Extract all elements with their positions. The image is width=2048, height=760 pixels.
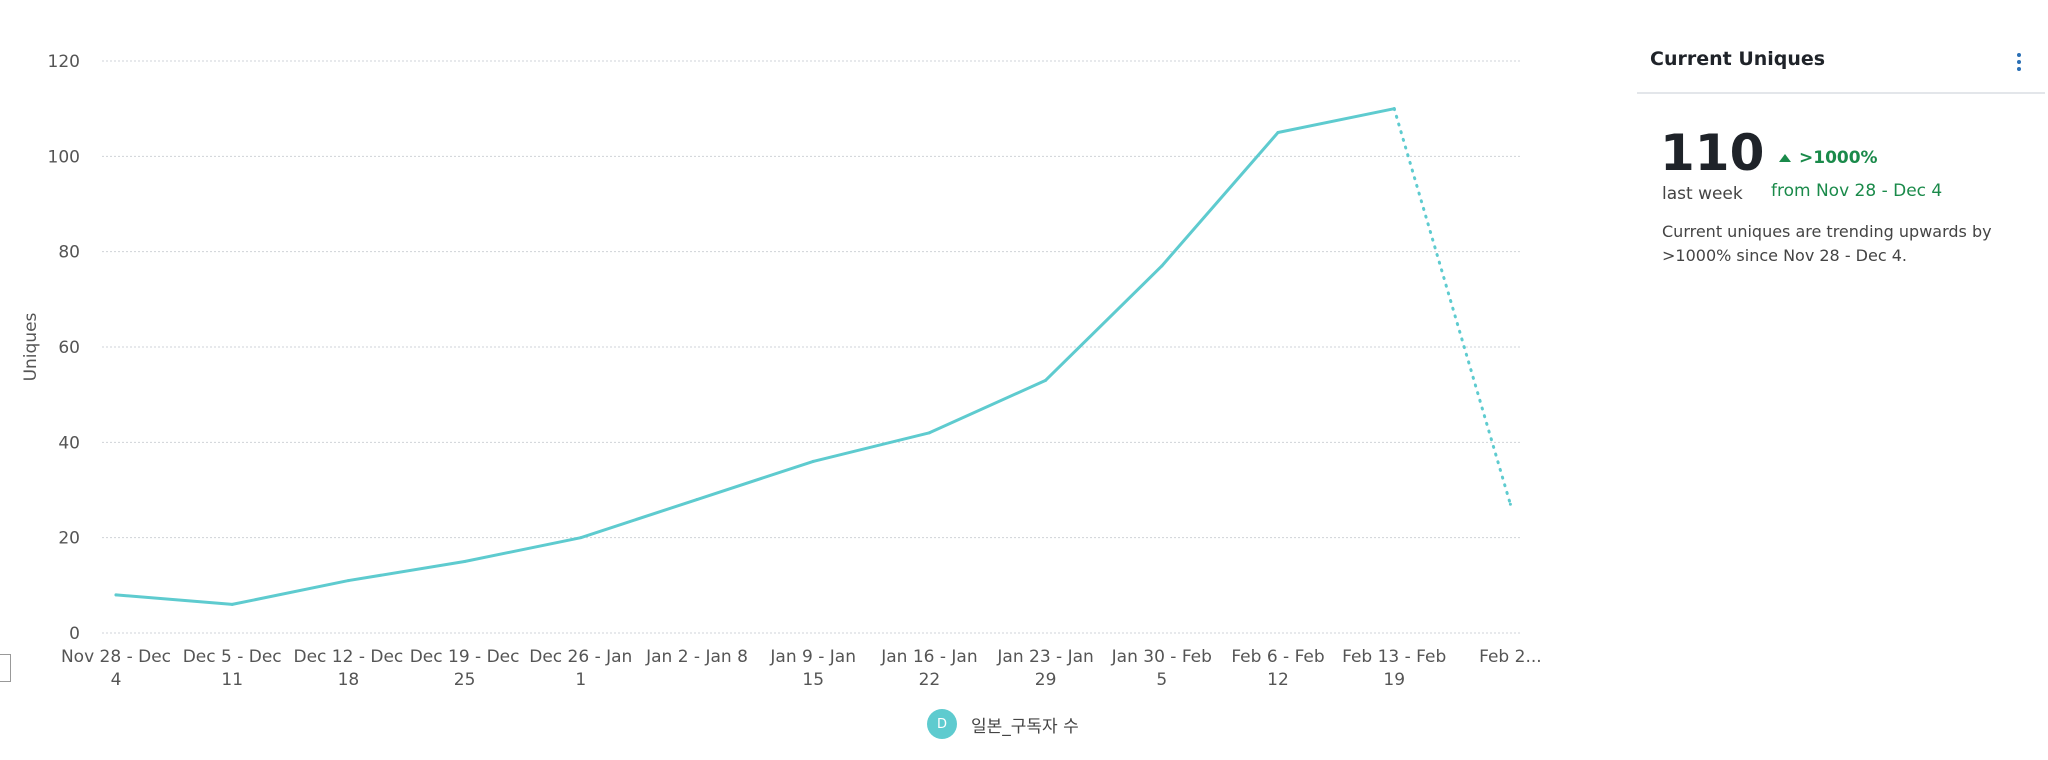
y-tick-label: 120 (48, 52, 80, 72)
data-point (811, 459, 815, 463)
up-arrow-icon (1779, 154, 1791, 162)
line-chart: 0 20 40 60 80 100 120 Uniques Nov 28 - Dec 4 Dec 5… (21, 52, 1542, 690)
value-caption: last week (1662, 184, 1743, 204)
legend-series-label[interactable]: 일본_구독자 수 (971, 716, 1079, 737)
x-tick-label-line2: 19 (1383, 670, 1405, 690)
current-uniques-panel: Current Uniques 110 last week >1000% fro… (1637, 0, 2045, 760)
x-tick-label: Jan 30 - Feb (1111, 647, 1212, 667)
x-tick-label-line2: 22 (919, 670, 941, 690)
y-tick-label: 20 (58, 529, 80, 549)
change-indicator: >1000% (1779, 148, 1878, 168)
chart-svg: 0 20 40 60 80 100 120 Uniques Nov 28 - Dec 4 Dec 5… (21, 52, 1542, 690)
x-tick-label: Feb 13 - Feb (1342, 647, 1446, 667)
data-point (1276, 131, 1280, 134)
x-tick-label: Feb 2... (1479, 647, 1542, 667)
y-tick-label: 100 (48, 147, 80, 167)
x-tick-label-line2: 1 (575, 670, 586, 690)
x-tick-label: Jan 23 - Jan (996, 647, 1093, 667)
change-percent: >1000% (1799, 148, 1878, 168)
data-point (1392, 107, 1396, 111)
x-tick-label: Dec 12 - Dec (294, 647, 404, 667)
x-tick-label: Nov 28 - Dec (61, 647, 171, 667)
data-point (579, 536, 583, 540)
change-comparison-period: from Nov 28 - Dec 4 (1771, 181, 1943, 201)
menu-dot (2017, 67, 2021, 71)
y-tick-label: 40 (58, 433, 80, 453)
x-tick-label-line2: 15 (802, 670, 824, 690)
y-axis-label: Uniques (21, 312, 41, 381)
x-tick-label-line2: 18 (338, 670, 360, 690)
x-tick-label-line2: 29 (1035, 670, 1057, 690)
y-tick-label: 0 (69, 624, 80, 644)
x-tick-label: Jan 2 - Jan 8 (645, 647, 748, 667)
current-uniques-value: 110 (1660, 124, 1765, 182)
series-line-incomplete (1392, 107, 1512, 506)
data-point (346, 579, 350, 583)
x-tick-label-line2: 5 (1156, 670, 1167, 690)
menu-dot (2017, 60, 2021, 64)
trend-summary: Current uniques are trending upwards by … (1662, 222, 1992, 265)
x-tick-label: Dec 26 - Jan (529, 647, 632, 667)
series-line (114, 107, 1396, 606)
data-point (927, 431, 931, 435)
data-point (230, 602, 234, 606)
data-point (463, 560, 467, 563)
kebab-menu-icon[interactable] (2013, 50, 2025, 74)
panel-header: Current Uniques (1637, 38, 2045, 94)
data-point (695, 498, 699, 502)
data-point (1044, 378, 1048, 382)
chart-legend[interactable]: D 일본_구독자 수 (927, 709, 1079, 739)
menu-dot (2017, 53, 2021, 57)
x-tick-label-line2: 4 (111, 670, 122, 690)
x-tick-label: Feb 6 - Feb (1231, 647, 1324, 667)
x-tick-label-line2: 11 (221, 670, 243, 690)
scroll-handle[interactable] (0, 654, 11, 682)
x-tick-label: Dec 5 - Dec (183, 647, 282, 667)
x-tick-label-line2: 25 (454, 670, 476, 690)
y-tick-label: 80 (58, 243, 80, 263)
y-tick-label: 60 (58, 338, 80, 358)
x-tick-label: Jan 16 - Jan (880, 647, 977, 667)
data-point (114, 593, 118, 597)
data-point (1508, 502, 1512, 506)
data-point (1160, 264, 1164, 268)
x-tick-label: Jan 9 - Jan (769, 647, 856, 667)
panel-title: Current Uniques (1650, 48, 1826, 70)
x-tick-label-line2: 12 (1267, 670, 1289, 690)
x-tick-label: Dec 19 - Dec (410, 647, 520, 667)
legend-series-badge[interactable]: D (927, 709, 957, 739)
